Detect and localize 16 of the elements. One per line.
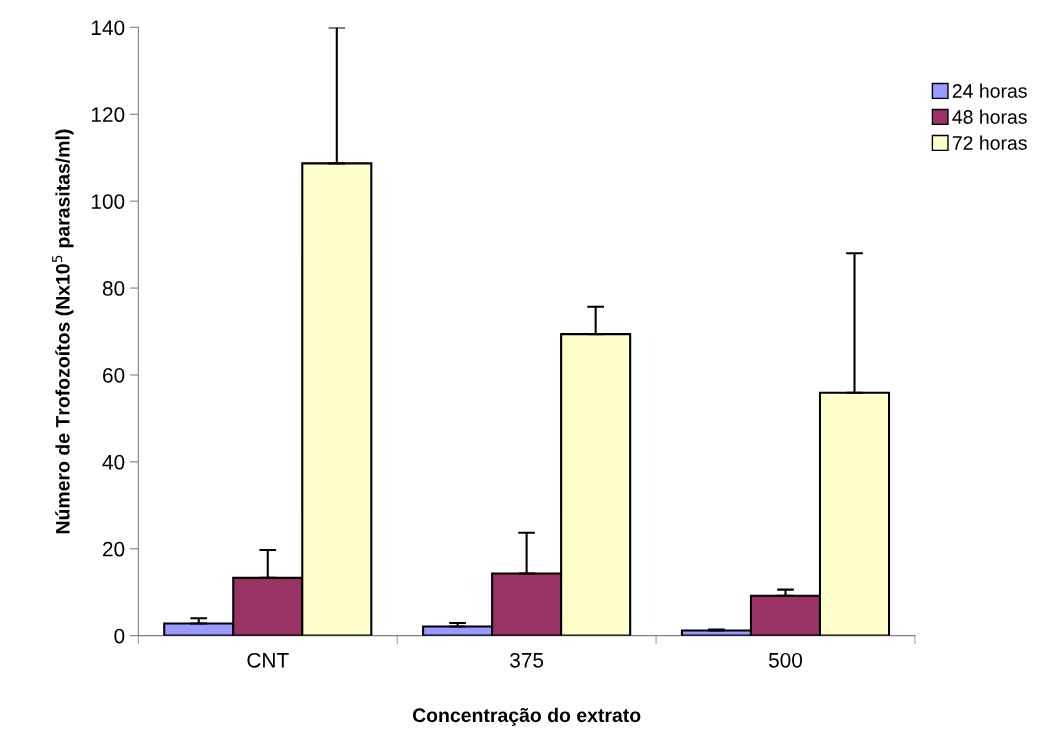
- legend-label: 72 horas: [952, 135, 1027, 150]
- y-tick-label: 60: [103, 367, 125, 383]
- y-tick-label: 80: [102, 281, 125, 296]
- x-tick-label: 500: [768, 652, 803, 668]
- legend-label: 48 horas: [952, 109, 1027, 124]
- x-tick-label: 375: [510, 652, 544, 668]
- x-axis-title: Concentração do extrato: [412, 707, 641, 726]
- x-tick-label: CNT: [247, 652, 289, 668]
- y-tick-label: 0: [114, 628, 125, 644]
- y-tick-label: 20: [103, 541, 125, 557]
- y-tick-label: 100: [91, 194, 125, 209]
- y-tick-label: 120: [91, 107, 125, 123]
- y-tick-label: 40: [102, 454, 125, 470]
- legend-label: 24 horas: [952, 83, 1027, 98]
- y-axis-title: Número de Trofozoítos (Nx10$^{5}$ parasitas/ml): [52, 129, 74, 534]
- y-tick-label: 140: [91, 20, 125, 36]
